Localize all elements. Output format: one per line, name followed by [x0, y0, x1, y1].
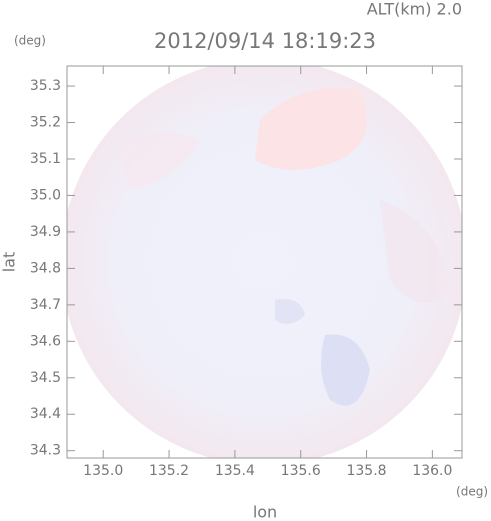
- y-tick-label: 34.4: [30, 406, 61, 422]
- radar-image: [67, 66, 462, 458]
- chart-title: 2012/09/14 18:19:23: [154, 29, 376, 53]
- x-tick-label: 135.0: [83, 463, 123, 479]
- x-tick-label: 135.6: [281, 463, 321, 479]
- y-unit: (deg): [14, 34, 46, 48]
- x-tick-label: 135.2: [149, 463, 189, 479]
- altitude-label: ALT(km) 2.0: [367, 0, 462, 19]
- y-tick-label: 35.0: [30, 187, 61, 203]
- x-unit: (deg): [456, 485, 488, 499]
- y-tick-label: 35.3: [30, 78, 61, 94]
- x-tick-label: 135.4: [215, 463, 255, 479]
- y-tick-label: 35.1: [30, 151, 61, 167]
- y-tick-label: 34.3: [30, 443, 61, 459]
- y-tick-label: 34.7: [30, 297, 61, 313]
- y-tick-label: 35.2: [30, 115, 61, 131]
- y-tick-label: 34.5: [30, 370, 61, 386]
- y-tick-label: 34.8: [30, 260, 61, 276]
- y-tick-label: 34.9: [30, 224, 61, 240]
- x-tick-label: 135.8: [346, 463, 386, 479]
- x-tick-label: 136.0: [412, 463, 452, 479]
- y-tick-label: 34.6: [30, 333, 61, 349]
- plot-frame: [66, 65, 463, 459]
- x-axis-label: lon: [253, 503, 277, 521]
- y-axis-label: lat: [0, 252, 19, 273]
